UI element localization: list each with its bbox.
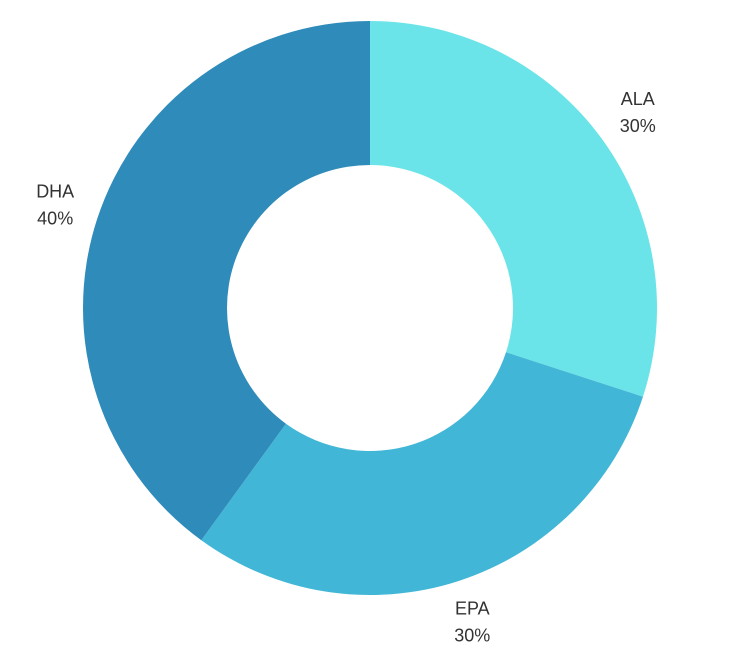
slice-label: EPA [455,599,490,619]
slice-value-label: 40% [37,208,73,228]
donut-slice [370,21,658,397]
slice-value-label: 30% [620,116,656,136]
slice-label: DHA [36,181,74,201]
donut-slice [83,21,371,541]
slice-value-label: 30% [454,626,490,646]
donut-slice [201,352,643,596]
slice-label: ALA [621,89,655,109]
